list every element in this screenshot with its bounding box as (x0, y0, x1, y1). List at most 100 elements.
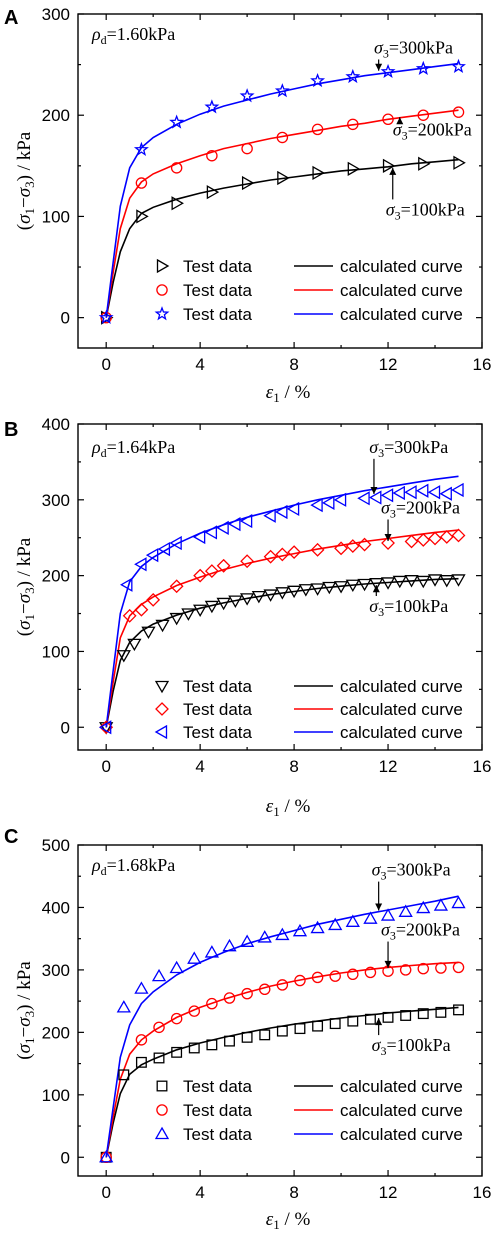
x-tick-label: 4 (195, 1183, 204, 1202)
test-data-point-2 (170, 1012, 183, 1025)
density-label: ρd=1.60kPa (91, 24, 175, 47)
test-data-point-1 (206, 1039, 218, 1051)
test-data-point-3 (380, 488, 394, 503)
test-data-point-3 (157, 541, 171, 557)
test-data-point-1 (294, 1023, 306, 1035)
test-data-point-2 (382, 113, 394, 126)
test-data-point-1 (417, 1008, 429, 1020)
legend-test-label-1: Test data (183, 677, 253, 696)
y-tick-label: 300 (42, 5, 70, 24)
legend-marker-2 (156, 284, 168, 296)
test-data-point-2 (134, 602, 149, 617)
test-data-point-3 (133, 141, 149, 156)
annotation-arrowhead (372, 585, 380, 593)
test-data-point-3 (392, 485, 405, 501)
stress-annotation-3: σ3=100kPa (372, 1035, 451, 1058)
test-data-point-2 (452, 106, 465, 118)
test-data-point-1 (116, 650, 131, 663)
test-data-point-3 (439, 486, 452, 501)
test-data-point-2 (294, 974, 306, 987)
test-data-point-2 (311, 123, 324, 136)
legend-curve-label-3: calculated curve (340, 1125, 463, 1144)
test-data-point-3 (286, 501, 300, 517)
test-data-point-2 (276, 979, 289, 991)
test-data-point-1 (298, 584, 313, 597)
chart-c-svg: C 0 4 8 12 16 0 100 200 300 400 500 ε1 / % (σ1−σ3) /… (4, 826, 491, 1232)
test-data-point-3 (204, 525, 218, 540)
chart-a-plot: 0 4 8 12 16 0 100 200 300 ε1 / % (σ1−σ3) / kPa ρd=1… (14, 5, 491, 405)
y-tick-label: 100 (42, 207, 70, 226)
y-tick-label: 500 (42, 836, 70, 855)
panel-label-c: C (4, 826, 18, 848)
test-data-point-3 (120, 577, 133, 592)
test-data-point-1 (153, 1052, 165, 1064)
test-data-point-1 (277, 170, 290, 186)
test-data-point-3 (345, 914, 360, 927)
test-data-point-1 (427, 574, 443, 587)
test-data-point-2 (135, 1034, 148, 1046)
test-data-point-2 (329, 970, 341, 982)
test-data-point-3 (275, 927, 290, 941)
test-data-point-2 (452, 961, 465, 974)
y-tick-label: 100 (42, 1086, 70, 1105)
test-data-point-2 (357, 537, 372, 552)
test-data-point-1 (380, 577, 396, 590)
test-data-point-3 (169, 535, 182, 551)
legend-curve-label-2: calculated curve (340, 1101, 463, 1120)
x-tick-label: 12 (379, 757, 398, 776)
test-data-point-1 (127, 638, 142, 652)
test-data-point-2 (347, 968, 359, 981)
test-data-point-3 (275, 504, 288, 520)
test-data-point-2 (275, 547, 290, 562)
test-data-point-3 (415, 60, 431, 76)
test-data-point-1 (193, 604, 208, 618)
test-data-point-2 (345, 539, 360, 553)
legend-test-label-3: Test data (183, 305, 253, 324)
test-data-point-1 (392, 575, 407, 589)
plot-frame (77, 13, 483, 349)
legend-marker-2 (156, 1104, 168, 1116)
density-label: ρd=1.64kPa (91, 437, 175, 460)
test-data-point-2 (417, 109, 430, 121)
test-data-point-1 (171, 196, 184, 211)
test-data-point-1 (439, 575, 454, 588)
legend-marker-1 (156, 258, 170, 274)
test-data-point-2 (122, 608, 137, 623)
test-data-point-1 (347, 161, 361, 176)
y-tick-label: 200 (42, 1023, 70, 1042)
test-data-point-2 (451, 528, 466, 543)
density-label: ρd=1.68kPa (91, 855, 175, 878)
test-data-point-1 (228, 595, 243, 608)
test-data-point-3 (187, 951, 202, 964)
test-data-point-2 (435, 962, 447, 974)
stress-annotation-2: σ3=200kPa (393, 119, 472, 142)
test-data-point-3 (204, 945, 220, 958)
test-data-point-1 (275, 587, 290, 600)
stress-annotation-1: σ3=300kPa (372, 860, 451, 883)
test-data-point-3 (333, 492, 347, 507)
test-data-point-2 (263, 549, 278, 564)
legend-marker-2 (155, 702, 169, 716)
legend-curve-label-1: calculated curve (340, 257, 463, 276)
test-data-point-3 (204, 99, 220, 114)
test-data-point-2 (135, 177, 148, 189)
test-data-point-1 (204, 600, 220, 614)
legend-marker-1 (156, 1080, 168, 1092)
test-data-point-3 (116, 1000, 131, 1013)
test-data-point-3 (363, 911, 378, 924)
test-data-point-3 (416, 900, 431, 914)
legend-test-label-2: Test data (183, 700, 253, 719)
test-data-point-3 (228, 516, 241, 532)
test-data-point-2 (287, 545, 302, 560)
test-data-point-2 (404, 534, 419, 549)
legend-test-label-2: Test data (183, 281, 253, 300)
test-data-point-1 (312, 1020, 324, 1032)
test-data-point-3 (169, 114, 185, 129)
test-data-point-1 (155, 619, 170, 633)
x-axis-title: ε1 / % (266, 796, 311, 819)
annotation-arrowhead (384, 534, 392, 542)
y-tick-label: 0 (61, 718, 70, 737)
test-data-point-1 (169, 612, 184, 626)
test-data-point-1 (118, 1069, 130, 1081)
test-data-point-1 (263, 589, 278, 602)
